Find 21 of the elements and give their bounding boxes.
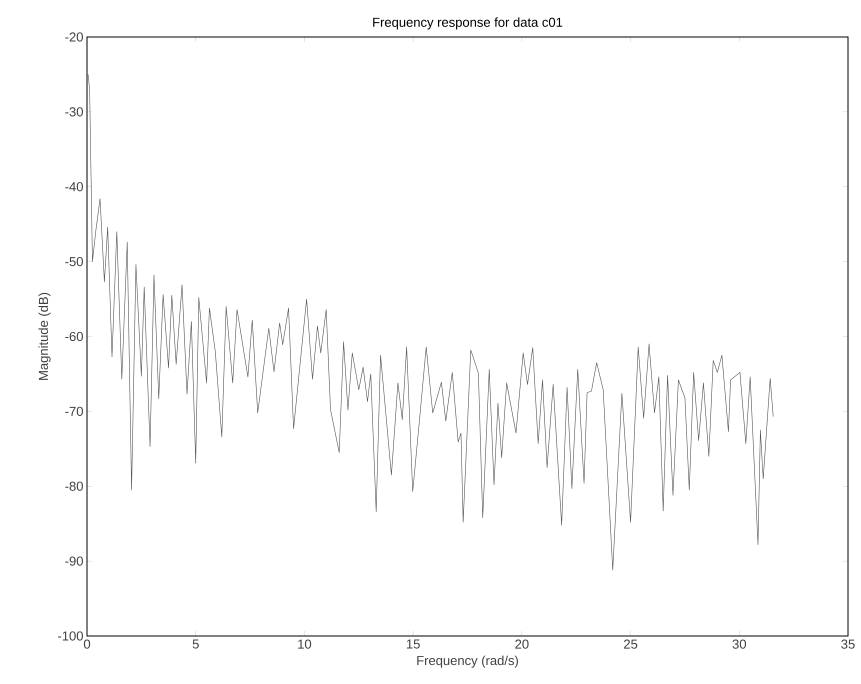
x-tick-label: 35 bbox=[841, 640, 855, 649]
x-axis-title: Frequency (rad/s) bbox=[417, 656, 518, 668]
y-tick-label: -100 bbox=[58, 631, 83, 641]
y-tick-label: -50 bbox=[65, 257, 83, 266]
y-tick-label: -70 bbox=[65, 406, 83, 416]
x-tick-label: 5 bbox=[192, 640, 199, 649]
y-axis-title: Magnitude (dB) bbox=[38, 292, 51, 380]
x-tick-label: 15 bbox=[406, 640, 420, 649]
y-tick-label: -30 bbox=[65, 107, 83, 116]
y-tick-label: -20 bbox=[65, 32, 83, 42]
line-series bbox=[88, 74, 774, 570]
x-tick-label: 25 bbox=[624, 640, 638, 649]
y-tick-label: -90 bbox=[65, 556, 83, 566]
x-tick-label: 0 bbox=[84, 640, 90, 649]
x-tick-label: 20 bbox=[515, 640, 529, 649]
chart-title: Frequency response for data c01 bbox=[373, 17, 562, 30]
y-tick-label: -40 bbox=[65, 182, 83, 192]
x-tick-label: 10 bbox=[298, 640, 312, 649]
x-tick-label: 30 bbox=[732, 640, 746, 649]
y-tick-label: -80 bbox=[65, 482, 83, 491]
y-tick-label: -60 bbox=[65, 332, 83, 342]
